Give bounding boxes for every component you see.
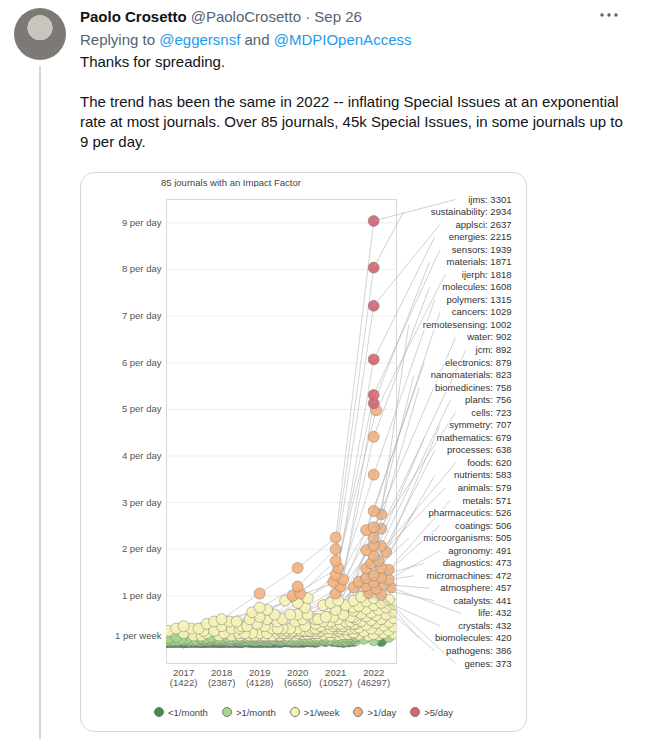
html-text:85 journals with an Impact Fac: 85 journals with an Impact Factor	[161, 177, 301, 188]
svg-text:2022(46297): 2022(46297)	[357, 667, 390, 688]
svg-text:8 per day: 8 per day	[122, 263, 162, 274]
svg-text:coatings: 506: coatings: 506	[455, 520, 512, 531]
svg-text:applsci: 2637: applsci: 2637	[456, 219, 512, 230]
svg-text:pathogens: 386: pathogens: 386	[446, 645, 512, 656]
svg-text:nanomaterials: 823: nanomaterials: 823	[431, 369, 512, 380]
svg-text:3 per day: 3 per day	[122, 497, 162, 508]
svg-text:4 per day: 4 per day	[122, 450, 162, 461]
svg-text:biomedicines: 758: biomedicines: 758	[435, 382, 512, 393]
svg-text:genes: 373: genes: 373	[464, 658, 511, 669]
svg-text:2020(6650): 2020(6650)	[284, 667, 311, 688]
svg-text:2019(4128): 2019(4128)	[246, 667, 273, 688]
html-text:Replying to @eggersnsf and @MD: Replying to @eggersnsf and @MDPIOpenAcce…	[80, 31, 412, 48]
svg-text:atmosphere: 457: atmosphere: 457	[440, 582, 511, 593]
svg-text:1 per day: 1 per day	[122, 590, 162, 601]
svg-text:1 per week: 1 per week	[115, 630, 162, 641]
svg-text:ijms: 3301: ijms: 3301	[468, 194, 511, 205]
svg-text:2018(2387): 2018(2387)	[208, 667, 235, 688]
svg-text:6 per day: 6 per day	[122, 357, 162, 368]
svg-text:ijerph: 1818: ijerph: 1818	[462, 269, 512, 280]
svg-text:materials: 1871: materials: 1871	[447, 256, 512, 267]
svg-text:sensors: 1939: sensors: 1939	[452, 244, 512, 255]
svg-text:pharmaceutics: 526: pharmaceutics: 526	[429, 507, 512, 518]
svg-text:energies: 2215: energies: 2215	[449, 231, 512, 242]
svg-text:molecules: 1608: molecules: 1608	[442, 281, 511, 292]
svg-text:biomolecules: 420: biomolecules: 420	[435, 632, 512, 643]
svg-text:life: 432: life: 432	[478, 607, 511, 618]
svg-text:2017(1422): 2017(1422)	[170, 667, 197, 688]
svg-text:cancers: 1029: cancers: 1029	[452, 306, 512, 317]
html-text:>5/day: >5/day	[424, 707, 453, 718]
svg-text:sustainability: 2934: sustainability: 2934	[431, 206, 512, 217]
svg-text:2021(10527): 2021(10527)	[319, 667, 352, 688]
html-text:>1/week: >1/week	[303, 707, 340, 718]
html-text:Paolo Crosetto @PaoloCrosetto: Paolo Crosetto @PaoloCrosetto · Sep 26	[80, 8, 362, 25]
svg-text:9 per day: 9 per day	[122, 217, 162, 228]
svg-text:electronics: 879: electronics: 879	[445, 357, 512, 368]
svg-text:jcm: 892: jcm: 892	[475, 344, 512, 355]
svg-text:2 per day: 2 per day	[122, 543, 162, 554]
svg-text:animals: 579: animals: 579	[458, 482, 512, 493]
svg-text:plants: 756: plants: 756	[465, 394, 511, 405]
svg-text:metals: 571: metals: 571	[462, 495, 511, 506]
svg-text:5 per day: 5 per day	[122, 403, 162, 414]
svg-text:diagnostics: 473: diagnostics: 473	[443, 557, 512, 568]
svg-text:cells: 723: cells: 723	[471, 407, 511, 418]
svg-text:7 per day: 7 per day	[122, 310, 162, 321]
html-text:>1/month: >1/month	[235, 707, 276, 718]
svg-text:polymers: 1315: polymers: 1315	[447, 294, 512, 305]
html-text:The trend has been the same in: The trend has been the same in 2022 -- i…	[80, 93, 623, 150]
svg-text:symmetry: 707: symmetry: 707	[449, 419, 511, 430]
html-text:<1/month: <1/month	[168, 707, 208, 718]
svg-text:processes: 638: processes: 638	[447, 444, 511, 455]
svg-text:crystals: 432: crystals: 432	[458, 620, 511, 631]
svg-text:catalysts: 441: catalysts: 441	[453, 595, 511, 606]
svg-text:nutrients: 583: nutrients: 583	[454, 469, 512, 480]
svg-text:agronomy: 491: agronomy: 491	[448, 545, 511, 556]
svg-text:mathematics: 679: mathematics: 679	[437, 432, 512, 443]
svg-text:remotesensing: 1002: remotesensing: 1002	[423, 319, 512, 330]
svg-text:foods: 620: foods: 620	[467, 457, 511, 468]
html-text:Thanks for spreading.: Thanks for spreading.	[80, 53, 226, 70]
svg-text:microorganisms: 505: microorganisms: 505	[423, 532, 511, 543]
html-text:>1/day: >1/day	[367, 707, 397, 718]
svg-text:micromachines: 472: micromachines: 472	[426, 570, 511, 581]
svg-text:water: 902: water: 902	[466, 331, 511, 342]
